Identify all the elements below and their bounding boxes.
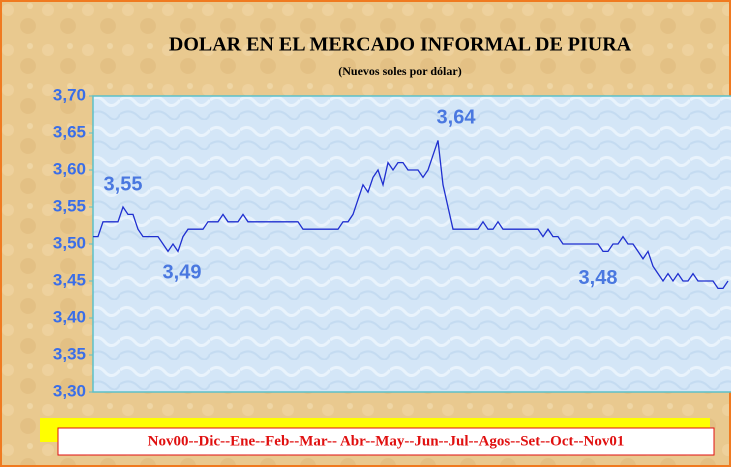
- annotation: 3,49: [163, 262, 202, 284]
- y-tick-label: 3,65: [53, 122, 86, 141]
- annotation: 3,64: [437, 107, 477, 129]
- chart-subtitle: (Nuevos soles por dólar): [338, 64, 461, 78]
- chart-title: DOLAR EN EL MERCADO INFORMAL DE PIURA: [169, 34, 632, 56]
- y-tick-label: 3,45: [53, 270, 86, 289]
- y-tick-label: 3,55: [53, 196, 86, 215]
- y-tick-label: 3,40: [53, 307, 86, 326]
- y-tick-label: 3,35: [53, 344, 86, 363]
- plot-area: [92, 95, 731, 393]
- y-tick-label: 3,60: [53, 159, 86, 178]
- y-tick-label: 3,50: [53, 233, 86, 252]
- data-line: [93, 140, 729, 290]
- y-tick-label: 3,70: [53, 85, 86, 104]
- annotation: 3,55: [104, 173, 143, 195]
- label-box: [57, 427, 715, 456]
- x-axis-label: Nov00--Dic--Ene--Feb--Mar-- Abr--May--Ju…: [148, 433, 625, 449]
- annotation: 3,48: [579, 267, 618, 289]
- y-tick-label: 3,30: [53, 381, 86, 400]
